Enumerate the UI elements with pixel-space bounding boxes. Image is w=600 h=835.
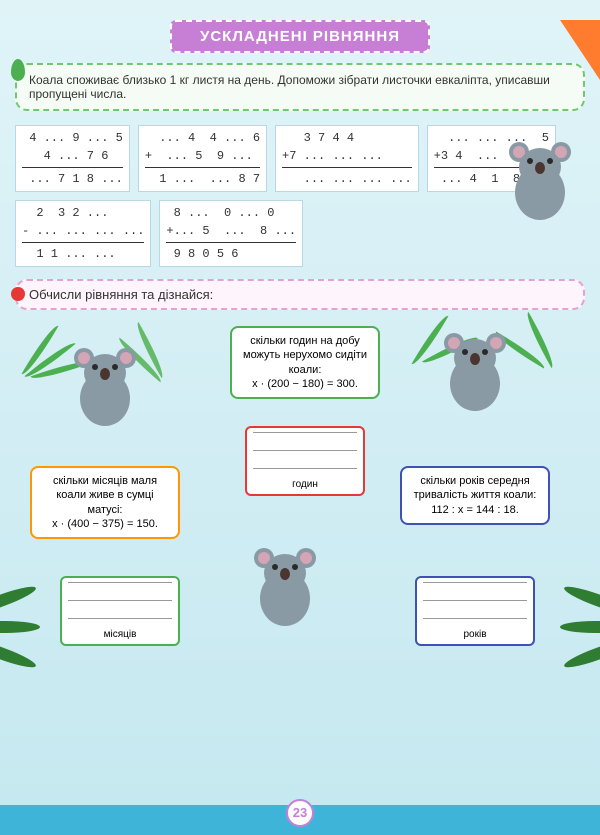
page-title: УСКЛАДНЕНІ РІВНЯННЯ [170,20,430,53]
problem-card-years: скільки років середня тривалість життя к… [400,466,550,525]
answer-box-months[interactable]: місяців [60,576,180,646]
koala-illustration [505,140,575,220]
grid-5[interactable]: 2 3 2 ... - ... ... ... ... 1 1 ... ... [15,200,151,267]
problem-equation: x · (200 − 180) = 300. [240,377,370,391]
problem-text: скільки годин на добу можуть нерухомо си… [240,334,370,377]
answer-unit: років [417,629,533,640]
grid-1[interactable]: 4 ... 9 ... 5 4 ... 7 6 ... 7 1 8 ... [15,125,130,192]
leaf-icon [11,59,25,81]
koala-illustration [250,546,320,626]
grid-2[interactable]: ... 4 4 ... 6 + ... 5 9 ... 1 ... ... 8 … [138,125,267,192]
red-dot-icon [11,287,25,301]
grid-3[interactable]: 3 7 4 4 +7 ... ... ... ... ... ... ... [275,125,419,192]
answer-unit: місяців [62,629,178,640]
problem-text: скільки місяців маля коали живе в сумці … [40,474,170,517]
answer-unit: годин [247,479,363,490]
grid-6[interactable]: 8 ... 0 ... 0 +... 5 ... 8 ... 9 8 0 5 6 [159,200,303,267]
answer-box-years[interactable]: років [415,576,535,646]
page-number: 23 [286,799,314,827]
problem-card-hours: скільки годин на добу можуть нерухомо си… [230,326,380,399]
answer-box-hours[interactable]: годин [245,426,365,496]
koala-illustration [70,346,140,426]
subtitle-text: Обчисли рівняння та дізнайся: [29,287,213,302]
problems-area: скільки годин на добу можуть нерухомо си… [0,316,600,696]
problem-equation: x · (400 − 375) = 150. [40,517,170,531]
problem-card-months: скільки місяців маля коали живе в сумці … [30,466,180,539]
problem-text: скільки років середня тривалість життя к… [410,474,540,503]
intro-text-box: Коала споживає близько 1 кг листя на ден… [15,63,585,111]
problem-equation: 112 : x = 144 : 18. [410,503,540,517]
koala-illustration [440,331,510,411]
intro-text: Коала споживає близько 1 кг листя на ден… [29,73,550,101]
